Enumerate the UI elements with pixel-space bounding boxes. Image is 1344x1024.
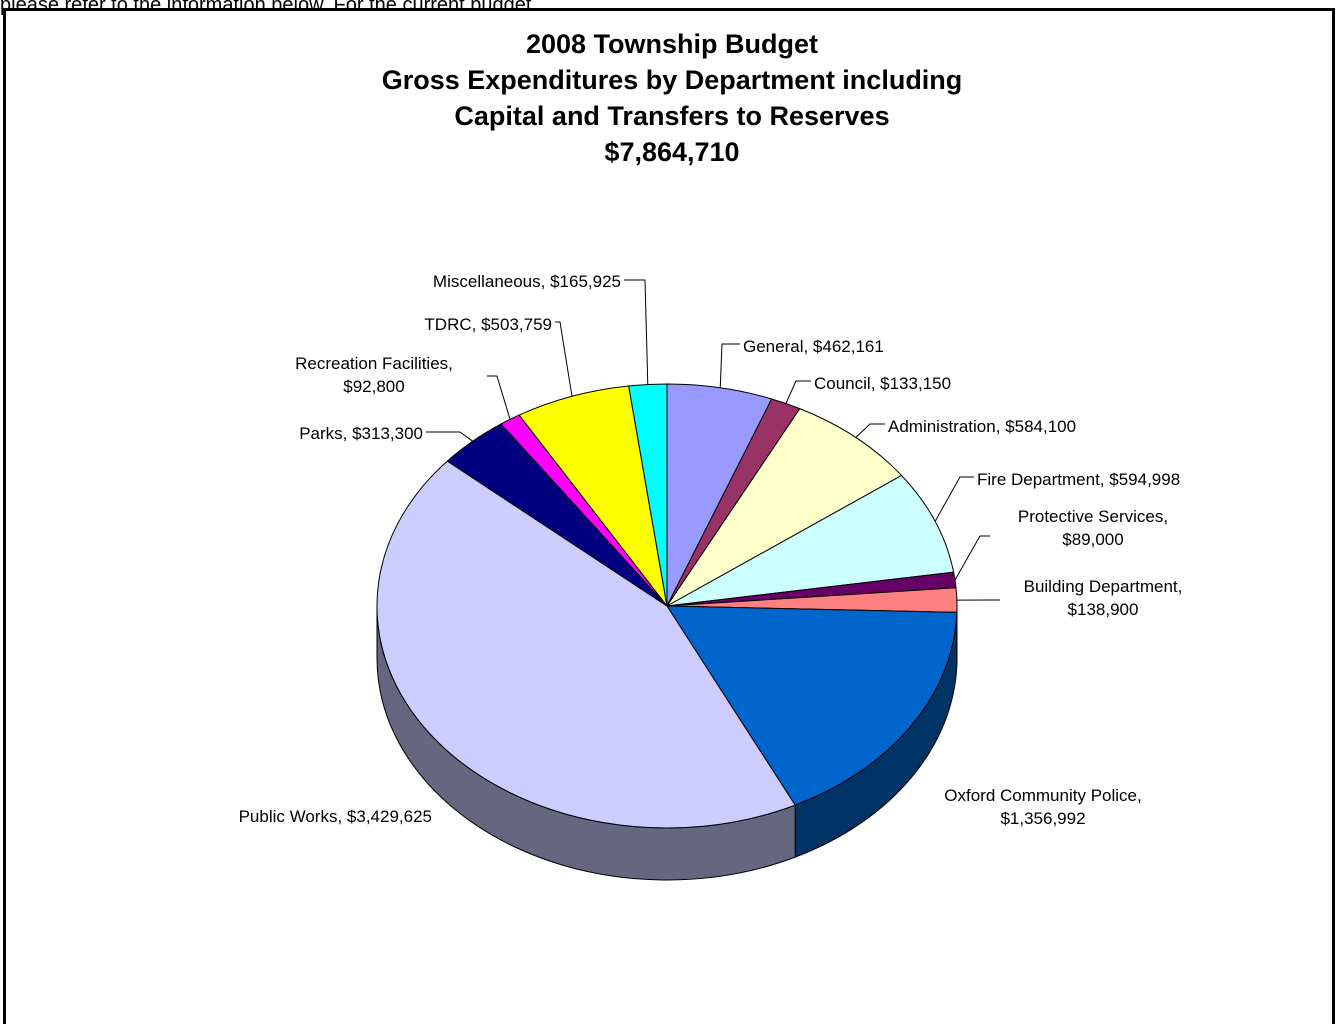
slice-label-protective-services: Protective Services, $89,000 bbox=[1018, 507, 1168, 549]
slice-label-line: TDRC, $503,759 bbox=[424, 315, 552, 334]
pie-slice-public-works bbox=[376, 460, 796, 829]
pie-slice-oxford-community-police bbox=[666, 605, 958, 806]
slice-label-line: Public Works, $3,429,625 bbox=[239, 807, 432, 826]
chart-title-line-3: Capital and Transfers to Reserves bbox=[454, 101, 890, 131]
slice-label-public-works: Public Works, $3,429,625 bbox=[239, 807, 432, 826]
leader-line-protective-services bbox=[954, 535, 990, 581]
slice-labels: General, $462,161 Council, $133,150 Admini… bbox=[239, 272, 1183, 828]
slice-label-line: Council, $133,150 bbox=[814, 374, 951, 393]
slice-label-tdrc: TDRC, $503,759 bbox=[424, 315, 552, 334]
leader-line-fire-department bbox=[934, 476, 974, 522]
slice-label-line: Administration, $584,100 bbox=[888, 417, 1076, 436]
slice-label-line: Recreation Facilities, bbox=[295, 354, 453, 373]
slice-label-line: Parks, $313,300 bbox=[299, 424, 423, 443]
leader-line-general bbox=[719, 343, 740, 388]
slice-label-line: $1,356,992 bbox=[1000, 809, 1085, 828]
leader-line-recreation-facilities bbox=[487, 375, 511, 420]
leader-line-miscellaneous bbox=[624, 279, 649, 385]
slice-label-building-department: Building Department, $138,900 bbox=[1024, 577, 1183, 619]
slice-label-general: General, $462,161 bbox=[743, 337, 884, 356]
slice-label-recreation-facilities: Recreation Facilities, $92,800 bbox=[295, 354, 453, 396]
leader-line-administration bbox=[855, 423, 885, 438]
slice-label-line: $89,000 bbox=[1062, 530, 1123, 549]
slice-label-line: Oxford Community Police, bbox=[944, 786, 1141, 805]
slice-label-parks: Parks, $313,300 bbox=[299, 424, 423, 443]
slice-label-line: General, $462,161 bbox=[743, 337, 884, 356]
slice-label-miscellaneous: Miscellaneous, $165,925 bbox=[433, 272, 621, 291]
leader-lines bbox=[426, 279, 1000, 601]
slice-label-line: Protective Services, bbox=[1018, 507, 1168, 526]
slice-label-oxford-community-police: Oxford Community Police, $1,356,992 bbox=[944, 786, 1141, 828]
slice-label-line: Building Department, bbox=[1024, 577, 1183, 596]
slice-label-administration: Administration, $584,100 bbox=[888, 417, 1076, 436]
slice-label-fire-department: Fire Department, $594,998 bbox=[977, 470, 1180, 489]
pie-slice-miscellaneous bbox=[628, 383, 668, 607]
leader-line-parks bbox=[426, 431, 473, 442]
slice-label-line: $138,900 bbox=[1068, 600, 1139, 619]
slice-label-line: Fire Department, $594,998 bbox=[977, 470, 1180, 489]
pie-slice-tdrc bbox=[518, 385, 668, 607]
slice-label-council: Council, $133,150 bbox=[814, 374, 951, 393]
chart-title-line-2: Gross Expenditures by Department includi… bbox=[381, 65, 963, 95]
chart-title-line-1: 2008 Township Budget bbox=[525, 29, 819, 59]
chart-title: 2008 Township Budget Gross Expenditures … bbox=[0, 26, 1344, 170]
slice-label-line: Miscellaneous, $165,925 bbox=[433, 272, 621, 291]
leader-line-tdrc bbox=[555, 321, 573, 397]
slice-label-line: $92,800 bbox=[343, 377, 404, 396]
pie-top-faces bbox=[376, 383, 958, 829]
chart-title-line-4: $7,864,710 bbox=[604, 137, 740, 167]
leader-line-council bbox=[785, 380, 811, 404]
